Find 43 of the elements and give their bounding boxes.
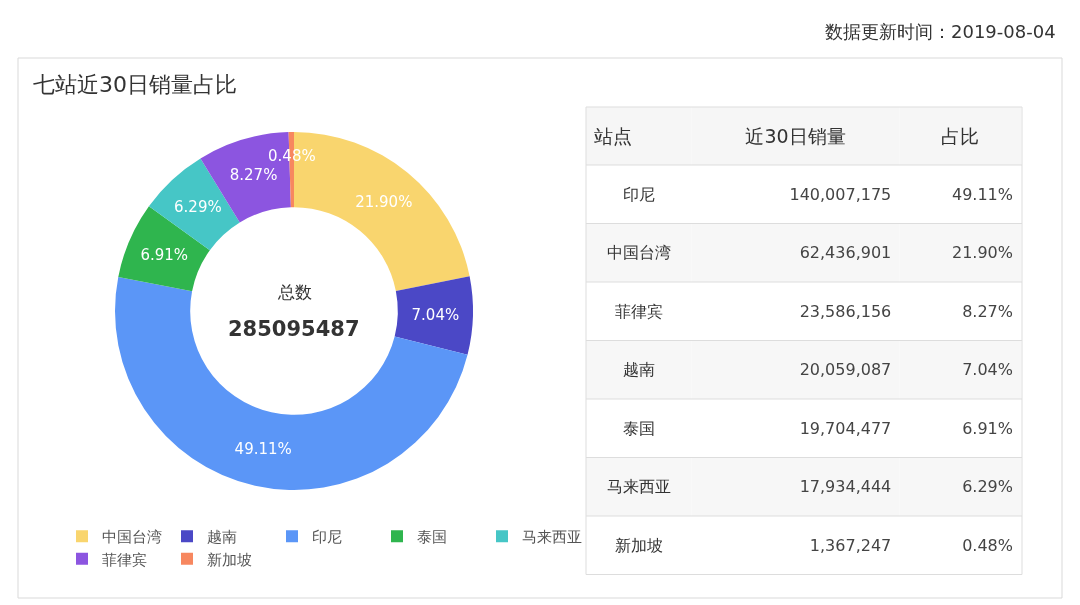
data-label: 49.11% <box>234 440 292 459</box>
data-label: 6.91% <box>962 418 1013 438</box>
chart-title: 七站近30日销量占比 <box>33 72 237 97</box>
data-label: 62,436,901 <box>799 243 892 263</box>
legend-label: 印尼 <box>312 528 342 547</box>
text: 占比 <box>941 125 980 147</box>
data-label: 8.27% <box>962 301 1013 321</box>
data-label: 140,007,175 <box>789 184 892 204</box>
data-label: 21.90% <box>355 192 413 211</box>
data-label: 7.04% <box>962 360 1013 380</box>
data-label: 1,367,247 <box>809 535 892 555</box>
category-label: 马来西亚 <box>606 477 671 497</box>
legend-label: 马来西亚 <box>522 528 582 547</box>
category-label: 新加坡 <box>614 535 663 555</box>
data-label: 49.11% <box>951 184 1013 204</box>
data-label: 6.29% <box>174 198 222 217</box>
legend-label: 新加坡 <box>207 550 252 569</box>
legend-label: 菲律宾 <box>102 550 147 569</box>
category-label: 泰国 <box>622 418 655 438</box>
data-label: 19,704,477 <box>799 418 892 438</box>
data-label: 8.27% <box>229 166 278 185</box>
category-label: 越南 <box>622 360 655 380</box>
donut-slice <box>115 276 468 490</box>
category-label: 菲律宾 <box>614 301 663 321</box>
data-label: 17,934,444 <box>799 477 892 497</box>
data-label: 6.91% <box>140 245 189 264</box>
data-label: 21.90% <box>951 243 1013 263</box>
text: 近30日销量 <box>745 125 846 147</box>
data-label: 23,586,156 <box>799 301 892 321</box>
data-label: 7.04% <box>411 305 460 324</box>
text: 数据更新时间：2019-08-04 <box>825 21 1056 42</box>
category-label: 中国台湾 <box>606 243 671 263</box>
legend-label: 泰国 <box>417 528 447 547</box>
text: 285095487 <box>228 317 360 341</box>
data-label: 6.29% <box>962 477 1013 497</box>
category-label: 印尼 <box>622 184 655 204</box>
text: 总数 <box>277 282 312 302</box>
donut-slice <box>394 276 473 355</box>
data-label: 0.48% <box>962 535 1013 555</box>
text: 站点 <box>594 125 632 147</box>
legend-label: 中国台湾 <box>102 528 162 547</box>
data-label: 20,059,087 <box>799 360 892 380</box>
legend-label: 越南 <box>207 528 237 547</box>
